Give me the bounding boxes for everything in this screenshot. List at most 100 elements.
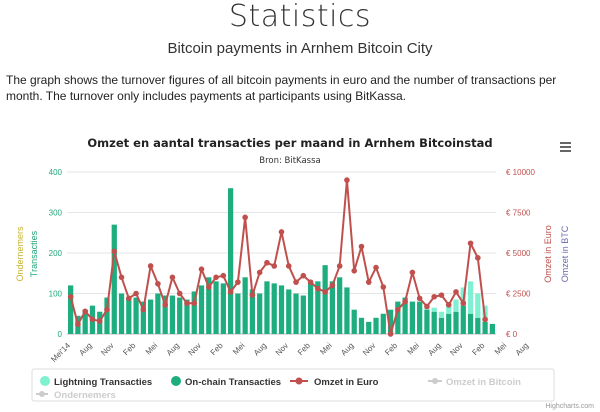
legend-label-ondernemers: Ondernemers — [54, 390, 116, 401]
omzet-point — [118, 274, 125, 281]
bar-lightning — [475, 293, 481, 318]
left-axis-title-transacties: Transacties — [29, 230, 39, 277]
omzet-point — [482, 316, 488, 323]
omzet-point — [307, 279, 314, 285]
bar-lightning — [467, 281, 474, 314]
left-tick-label: 400 — [49, 168, 63, 177]
omzet-point — [285, 263, 292, 269]
bar-onchain — [191, 291, 197, 334]
left-axis-title-ondernemers: Ondernemers — [15, 226, 25, 282]
bar-onchain — [329, 281, 336, 334]
bar-onchain — [337, 277, 343, 334]
bar-onchain — [227, 188, 234, 334]
bar-lightning — [438, 311, 445, 318]
right-tick-label: € 10000 — [506, 168, 535, 177]
legend-box — [31, 368, 555, 402]
chart-menu-button[interactable] — [559, 140, 573, 152]
chart-title: Omzet en aantal transacties per maand in… — [87, 136, 492, 150]
bar-onchain — [118, 293, 125, 334]
bar-onchain — [242, 277, 248, 334]
right-axis-title-omzet-euro: Omzet in Euro — [543, 225, 553, 283]
omzet-point — [278, 229, 285, 235]
omzet-point — [220, 272, 227, 279]
bar-onchain — [395, 301, 401, 334]
legend-label-omzet-btc: Omzet in Bitcoin — [446, 377, 521, 388]
omzet-point — [358, 243, 365, 250]
omzet-point — [67, 293, 74, 300]
legend-label-onchain: On-chain Transacties — [185, 377, 281, 388]
bar-lightning — [431, 307, 437, 312]
page-title: Statistics — [228, 0, 372, 34]
bar-onchain — [169, 295, 176, 334]
omzet-point — [169, 274, 176, 281]
bar-onchain — [409, 301, 415, 334]
legend-label-lightning: Lightning Transacties — [54, 377, 152, 388]
omzet-point — [438, 292, 445, 298]
chart-background — [0, 120, 600, 412]
omzet-point — [475, 255, 481, 261]
omzet-point — [387, 331, 394, 337]
omzet-point — [445, 302, 452, 308]
bar-onchain — [293, 293, 299, 334]
omzet-point — [111, 248, 118, 255]
omzet-point — [213, 274, 219, 281]
bar-onchain — [264, 281, 270, 334]
legend-item-omzet-euro[interactable]: Omzet in Euro — [290, 377, 379, 388]
left-tick-label: 200 — [49, 249, 63, 258]
right-tick-label: € 7500 — [506, 209, 531, 218]
bar-onchain — [155, 293, 161, 334]
omzet-point — [409, 269, 416, 276]
bar-onchain — [198, 285, 205, 334]
right-axis-title-omzet-btc: Omzet in BTC — [560, 225, 570, 282]
bar-onchain — [402, 297, 408, 334]
line-series-omzet — [67, 177, 488, 337]
bar-onchain — [148, 299, 154, 334]
bar-onchain — [387, 309, 394, 334]
legend-item-ondernemers[interactable]: Ondernemers — [36, 390, 116, 401]
omzet-point — [256, 269, 263, 276]
bar-onchain — [140, 301, 146, 334]
bar-onchain — [438, 317, 445, 334]
legend-symbol-omzet-btc — [432, 378, 438, 384]
legend-item-lightning[interactable]: Lightning Transacties — [40, 376, 152, 388]
omzet-point — [373, 264, 379, 271]
bar-onchain — [373, 317, 379, 334]
omzet-point — [191, 300, 198, 307]
bar-onchain — [358, 317, 365, 334]
omzet-point — [380, 284, 387, 290]
bar-onchain — [82, 309, 88, 334]
legend-item-onchain[interactable]: On-chain Transacties — [171, 376, 281, 388]
chart-credits[interactable]: Highcharts.com — [545, 403, 594, 410]
intro-paragraph: The graph shows the turnover figures of … — [6, 73, 557, 103]
omzet-point — [453, 289, 459, 295]
omzet-point — [351, 268, 358, 274]
chart-subtitle: Bron: BitKassa — [259, 156, 321, 166]
bar-onchain — [278, 285, 285, 334]
omzet-point — [126, 295, 132, 302]
bar-onchain — [446, 313, 452, 334]
left-tick-label: 300 — [49, 209, 63, 218]
left-tick-label: 100 — [49, 290, 63, 299]
omzet-point — [365, 279, 372, 285]
right-tick-label: € 2500 — [506, 290, 531, 299]
legend-item-omzet-btc[interactable]: Omzet in Bitcoin — [428, 377, 521, 388]
bar-onchain — [220, 283, 226, 334]
right-tick-label: € 0 — [506, 330, 518, 339]
right-tick-label: € 5000 — [506, 249, 531, 258]
omzet-point — [322, 289, 328, 295]
omzet-point — [147, 263, 154, 269]
omzet-point — [82, 308, 88, 315]
bar-onchain — [431, 311, 437, 334]
bar-onchain — [68, 285, 74, 334]
omzet-point — [293, 279, 299, 285]
omzet-point — [242, 214, 248, 221]
bar-onchain — [257, 293, 263, 334]
bar-onchain — [417, 301, 423, 334]
omzet-point — [329, 282, 336, 289]
bar-onchain — [133, 297, 139, 334]
bar-onchain — [271, 283, 277, 334]
left-tick-label: 0 — [58, 330, 63, 339]
omzet-point — [104, 306, 110, 313]
bar-onchain — [351, 309, 357, 334]
